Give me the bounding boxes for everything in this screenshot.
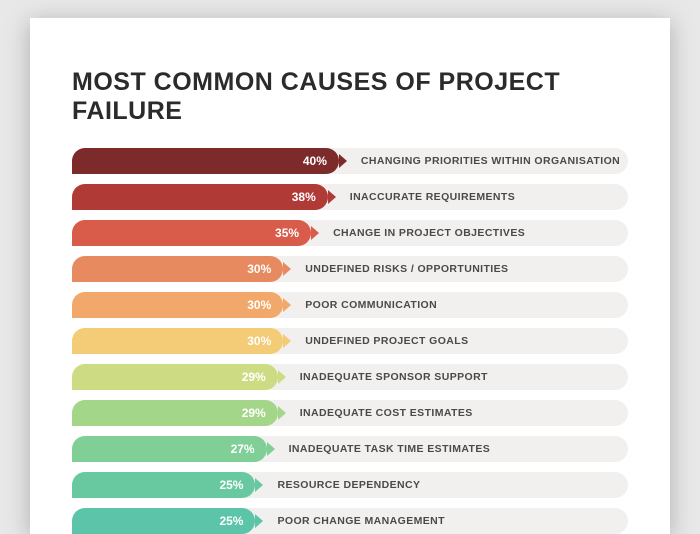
bar-percentage: 30%	[247, 298, 271, 312]
bar-row: 29% INADEQUATE SPONSOR SUPPORT	[72, 364, 628, 390]
bar-label: CHANGE IN PROJECT OBJECTIVES	[333, 227, 525, 239]
bar-row: 25% RESOURCE DEPENDENCY	[72, 472, 628, 498]
bar-row: 29% INADEQUATE COST ESTIMATES	[72, 400, 628, 426]
bar-chart: 40% CHANGING PRIORITIES WITHIN ORGANISATI…	[72, 148, 628, 534]
bar-label: POOR COMMUNICATION	[305, 299, 437, 311]
bar-percentage: 25%	[219, 478, 243, 492]
bar-row: 40% CHANGING PRIORITIES WITHIN ORGANISATI…	[72, 148, 628, 174]
bar-label: UNDEFINED RISKS / OPPORTUNITIES	[305, 263, 508, 275]
bar-label: RESOURCE DEPENDENCY	[277, 479, 420, 491]
bar-label: INACCURATE REQUIREMENTS	[350, 191, 515, 203]
page: MOST COMMON CAUSES OF PROJECT FAILURE 40…	[30, 18, 670, 534]
bar-label: INADEQUATE COST ESTIMATES	[300, 407, 473, 419]
bar-row: 30% POOR COMMUNICATION	[72, 292, 628, 318]
bar-row: 25% POOR CHANGE MANAGEMENT	[72, 508, 628, 534]
bar-label: UNDEFINED PROJECT GOALS	[305, 335, 468, 347]
bar-percentage: 25%	[219, 514, 243, 528]
bar-percentage: 29%	[242, 370, 266, 384]
bar-row: 30% UNDEFINED RISKS / OPPORTUNITIES	[72, 256, 628, 282]
bar-fill: 35%	[72, 220, 311, 246]
bar-fill: 30%	[72, 256, 283, 282]
bar-fill: 29%	[72, 400, 278, 426]
bar-row: 35% CHANGE IN PROJECT OBJECTIVES	[72, 220, 628, 246]
bar-label: CHANGING PRIORITIES WITHIN ORGANISATION	[361, 155, 620, 167]
bar-percentage: 38%	[292, 190, 316, 204]
bar-percentage: 35%	[275, 226, 299, 240]
bar-fill: 25%	[72, 472, 255, 498]
bar-label: POOR CHANGE MANAGEMENT	[277, 515, 444, 527]
bar-percentage: 30%	[247, 262, 271, 276]
bar-percentage: 27%	[231, 442, 255, 456]
bar-fill: 30%	[72, 328, 283, 354]
chart-title: MOST COMMON CAUSES OF PROJECT FAILURE	[72, 68, 628, 126]
bar-fill: 30%	[72, 292, 283, 318]
bar-fill: 40%	[72, 148, 339, 174]
bar-fill: 29%	[72, 364, 278, 390]
page-shadow: MOST COMMON CAUSES OF PROJECT FAILURE 40…	[30, 18, 670, 525]
bar-percentage: 40%	[303, 154, 327, 168]
bar-row: 38% INACCURATE REQUIREMENTS	[72, 184, 628, 210]
bar-label: INADEQUATE TASK TIME ESTIMATES	[289, 443, 491, 455]
bar-fill: 38%	[72, 184, 328, 210]
bar-percentage: 29%	[242, 406, 266, 420]
bar-row: 27% INADEQUATE TASK TIME ESTIMATES	[72, 436, 628, 462]
bar-label: INADEQUATE SPONSOR SUPPORT	[300, 371, 488, 383]
bar-fill: 27%	[72, 436, 267, 462]
bar-row: 30% UNDEFINED PROJECT GOALS	[72, 328, 628, 354]
bar-fill: 25%	[72, 508, 255, 534]
bar-percentage: 30%	[247, 334, 271, 348]
